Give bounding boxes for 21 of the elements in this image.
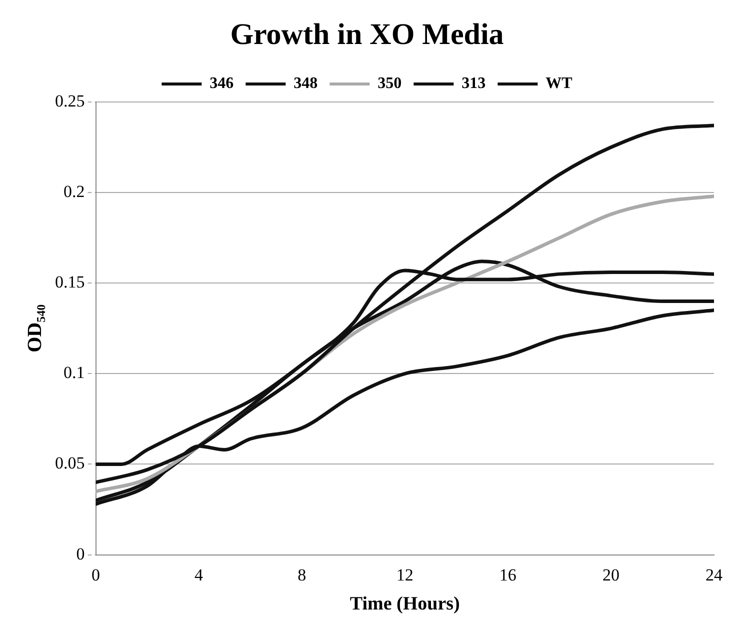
y-tick-label: 0.15 [55,272,85,292]
x-tick-label: 0 [92,565,100,584]
x-axis-title: Time (Hours) [350,594,460,615]
x-tick-label: 4 [194,565,204,584]
legend-label: 313 [462,75,486,92]
chart-title: Growth in XO Media [230,18,504,51]
legend-label: 346 [210,75,234,92]
legend-label: 350 [378,75,402,92]
y-tick-label: 0.2 [64,182,85,202]
legend-label: 348 [294,75,318,92]
y-tick-label: 0 [76,544,85,564]
legend-label: WT [546,75,573,92]
x-tick-label: 8 [298,565,306,584]
x-tick-label: 12 [396,565,414,584]
y-tick-label: 0.1 [64,363,85,382]
x-tick-label: 24 [706,565,723,584]
y-tick-label: 0.25 [55,91,85,110]
y-tick-label: 0.05 [55,454,85,473]
x-tick-label: 16 [499,565,516,584]
y-axis-title: OD₅₄₀ [24,304,46,352]
x-tick-label: 20 [602,565,620,584]
